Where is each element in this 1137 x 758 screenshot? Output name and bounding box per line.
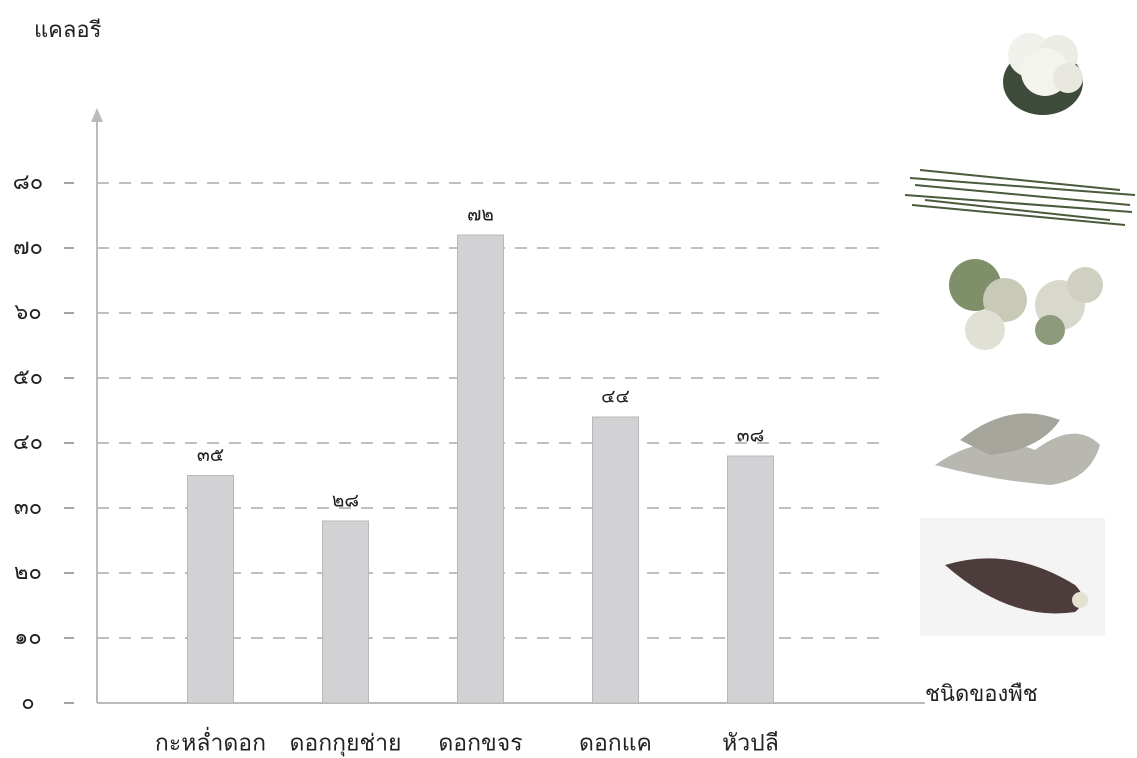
cauliflower-picture (1003, 33, 1083, 115)
x-tick-label: กะหล่ำดอก (155, 727, 266, 757)
value-label: ๔๔ (601, 386, 630, 408)
bar (187, 475, 234, 704)
y-tick-label: ๔๐ (13, 430, 43, 455)
y-tick-label: ๕๐ (13, 365, 43, 390)
x-tick-label: ดอกแค (579, 731, 652, 757)
value-label: ๗๒ (467, 204, 494, 226)
x-tick-label: ดอกขจร (438, 731, 522, 757)
bar (457, 234, 504, 704)
x-tick-label: ดอกกุยช่าย (289, 731, 401, 757)
y-tick-label: ๓๐ (14, 495, 42, 520)
dok-khae-picture (935, 413, 1100, 485)
y-tick-label: ๖๐ (14, 300, 41, 325)
banana-blossom-picture (920, 518, 1105, 636)
value-label: ๒๘ (332, 490, 359, 512)
y-tick-label: ๒๐ (14, 560, 42, 585)
y-tick-label: ๐ (21, 690, 34, 715)
value-label: ๓๘ (737, 425, 765, 447)
x-axis-label: ชนิดของพืช (925, 682, 1038, 707)
y-axis-label: แคลอรี (34, 18, 102, 43)
y-tick-label: ๗๐ (13, 235, 43, 260)
bar (727, 455, 774, 704)
sesbania-flower-picture (949, 259, 1103, 350)
y-tick-label: ๑๐ (14, 625, 41, 650)
bar (592, 416, 639, 704)
y-tick-label: ๘๐ (13, 170, 43, 195)
x-tick-label: หัวปลี (722, 731, 779, 757)
y-axis-arrow (91, 108, 103, 122)
value-label: ๓๕ (197, 444, 224, 466)
plant-pictures (904, 33, 1136, 636)
bar (322, 520, 369, 704)
chive-flower-picture (904, 169, 1136, 226)
